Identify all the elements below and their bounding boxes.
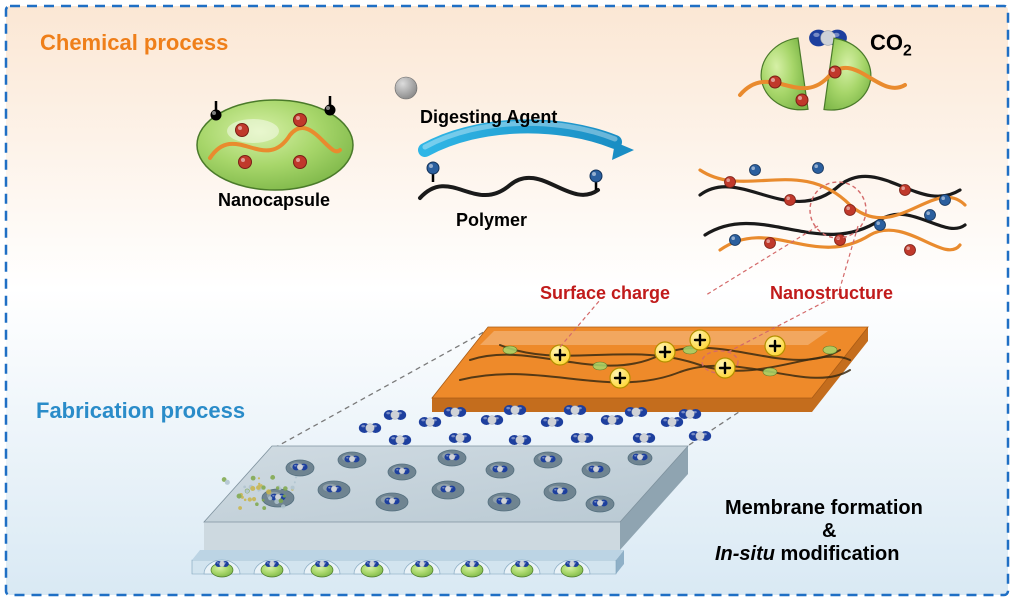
diagram-root: Chemical process Fabrication process Nanoc… xyxy=(0,0,1014,601)
co2-icon xyxy=(465,561,479,567)
co2-icon xyxy=(444,407,466,417)
charge-icon xyxy=(550,345,570,365)
co2-icon xyxy=(215,561,229,567)
co2-icon xyxy=(504,405,526,415)
co2-label: CO2 xyxy=(870,30,912,60)
charge-icon xyxy=(715,358,735,378)
digesting-agent-label: Digesting Agent xyxy=(420,107,557,128)
charge-icon xyxy=(655,342,675,362)
surface-charge-label: Surface charge xyxy=(540,283,670,304)
co2-icon xyxy=(689,431,711,441)
nanostructure-label: Nanostructure xyxy=(770,283,893,304)
co2-icon xyxy=(496,498,511,505)
co2-icon xyxy=(588,466,603,473)
co2-icon xyxy=(415,561,429,567)
support-slab xyxy=(192,550,624,577)
co2-icon xyxy=(509,435,531,445)
co2-icon xyxy=(449,433,471,443)
co2-icon xyxy=(541,417,563,427)
co2-icon xyxy=(661,417,683,427)
chemical-process-label: Chemical process xyxy=(40,30,228,56)
co2-icon xyxy=(633,433,655,443)
co2-icon xyxy=(552,488,567,495)
co2-icon xyxy=(592,500,607,507)
co2-icon xyxy=(492,466,507,473)
co2-icon xyxy=(632,454,647,461)
fabrication-process-label: Fabrication process xyxy=(36,398,245,424)
co2-icon xyxy=(359,423,381,433)
co2-icon xyxy=(389,435,411,445)
amp-label: & xyxy=(822,520,836,543)
charge-icon xyxy=(610,368,630,388)
charge-icon xyxy=(690,330,710,350)
co2-icon xyxy=(292,464,307,471)
co2-icon xyxy=(365,561,379,567)
co2-icon xyxy=(440,486,455,493)
porous-slab xyxy=(204,446,688,550)
nanocapsule-label: Nanocapsule xyxy=(218,190,330,211)
co2-icon xyxy=(394,468,409,475)
co2-icon xyxy=(384,410,406,420)
polymer-label: Polymer xyxy=(456,210,527,231)
co2-icon xyxy=(565,561,579,567)
co2-icon xyxy=(625,407,647,417)
agent-ball-icon xyxy=(395,77,417,99)
co2-icon xyxy=(540,456,555,463)
membrane-formation-label: Membrane formation xyxy=(725,497,923,520)
co2-icon xyxy=(384,498,399,505)
co2-icon xyxy=(326,486,341,493)
co2-icon xyxy=(679,409,701,419)
co2-icon xyxy=(571,433,593,443)
charge-icon xyxy=(765,336,785,356)
co2-icon xyxy=(419,417,441,427)
co2-icon xyxy=(601,415,623,425)
co2-icon xyxy=(515,561,529,567)
co2-icon xyxy=(444,454,459,461)
co2-icon xyxy=(344,456,359,463)
co2-icon xyxy=(564,405,586,415)
co2-icon xyxy=(315,561,329,567)
insitu-label: In-situ modification xyxy=(715,543,899,566)
co2-icon xyxy=(265,561,279,567)
co2-icon xyxy=(481,415,503,425)
